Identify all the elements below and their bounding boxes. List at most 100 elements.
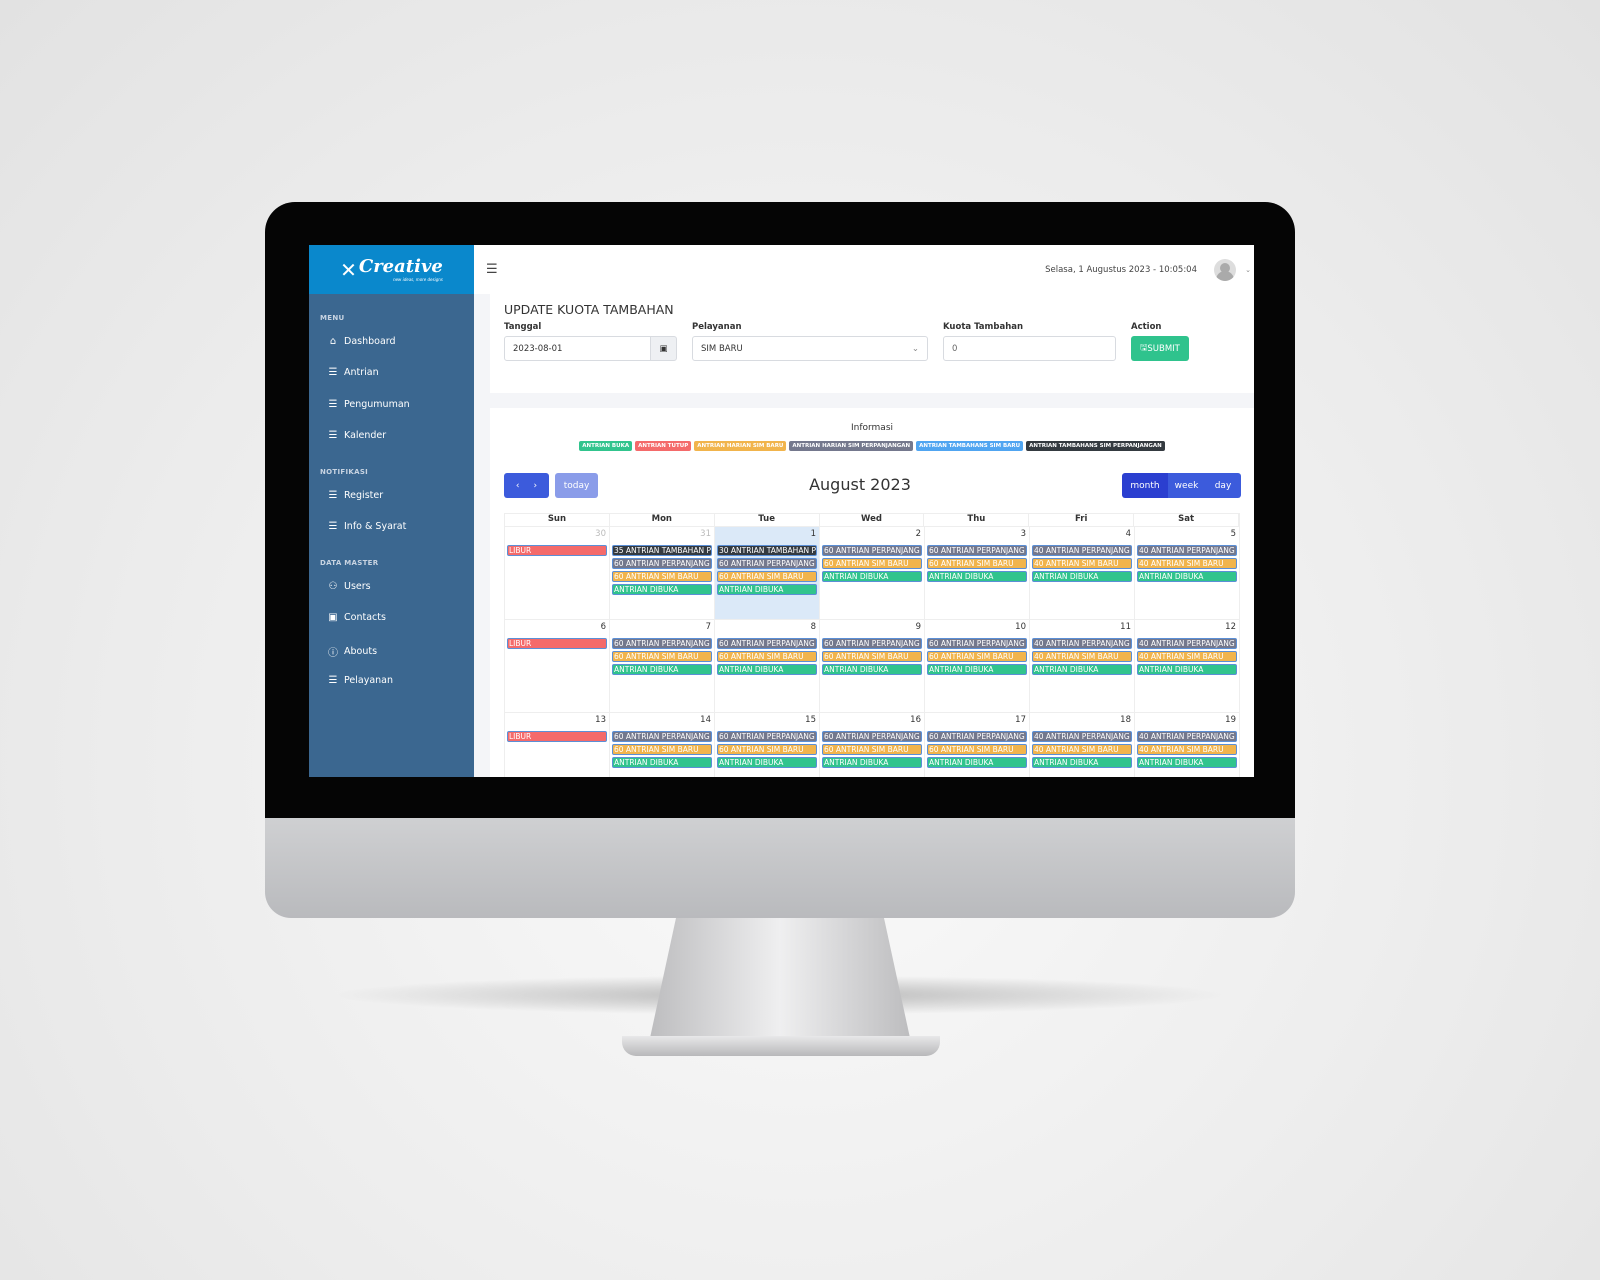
calendar-event[interactable]: ANTRIAN DIBUKA (1032, 664, 1132, 675)
calendar-event[interactable]: ANTRIAN DIBUKA (927, 664, 1027, 675)
day-cell[interactable]: 30 LIBUR (505, 527, 610, 620)
calendar-event[interactable]: 40 ANTRIAN SIM BARU (1137, 744, 1237, 755)
calendar-event[interactable]: 60 ANTRIAN SIM BARU (612, 571, 712, 582)
calendar-event[interactable]: 60 ANTRIAN SIM BARU (612, 651, 712, 662)
calendar-event[interactable]: 60 ANTRIAN PERPANJANG (927, 545, 1027, 556)
calendar-event[interactable]: 40 ANTRIAN SIM BARU (1032, 651, 1132, 662)
sidebar-item-kalender[interactable]: ☰ Kalender (323, 430, 387, 441)
today-button[interactable]: today (555, 473, 598, 498)
calendar-event[interactable]: ANTRIAN DIBUKA (1137, 757, 1237, 768)
calendar-event[interactable]: 60 ANTRIAN PERPANJANG (717, 638, 817, 649)
day-cell[interactable]: 11 40 ANTRIAN PERPANJANG 40 ANTRIAN SIM BA… (1030, 620, 1135, 713)
calendar-event[interactable]: 60 ANTRIAN SIM BARU (717, 744, 817, 755)
sidebar-item-antrian[interactable]: ☰ Antrian (323, 367, 379, 378)
day-cell[interactable]: 18 40 ANTRIAN PERPANJANG 40 ANTRIAN SIM BA… (1030, 713, 1135, 777)
day-number[interactable]: 11 (1120, 622, 1131, 632)
calendar-event[interactable]: ANTRIAN DIBUKA (1137, 571, 1237, 582)
calendar-event[interactable]: 60 ANTRIAN PERPANJANG (612, 558, 712, 569)
hamburger-icon[interactable]: ☰ (486, 262, 498, 277)
calendar-event[interactable]: ANTRIAN DIBUKA (1137, 664, 1237, 675)
brand-logo[interactable]: ✕ Creative new ideas, more designs (309, 245, 474, 294)
day-cell[interactable]: 8 60 ANTRIAN PERPANJANG 60 ANTRIAN SIM BAR… (715, 620, 820, 713)
day-number[interactable]: 6 (600, 622, 606, 632)
view-month-button[interactable]: month (1122, 473, 1168, 498)
calendar-event[interactable]: ANTRIAN DIBUKA (822, 757, 922, 768)
sidebar-item-info-syarat[interactable]: ☰ Info & Syarat (323, 521, 407, 532)
day-number[interactable]: 1 (810, 529, 816, 539)
calendar-event[interactable]: 60 ANTRIAN SIM BARU (822, 651, 922, 662)
day-cell[interactable]: 3 60 ANTRIAN PERPANJANG 60 ANTRIAN SIM BAR… (925, 527, 1030, 620)
calendar-event[interactable]: ANTRIAN DIBUKA (927, 571, 1027, 582)
sidebar-item-dashboard[interactable]: ⌂ Dashboard (323, 336, 396, 347)
calendar-event[interactable]: LIBUR (507, 638, 607, 649)
calendar-event[interactable]: 60 ANTRIAN PERPANJANG (927, 731, 1027, 742)
day-cell[interactable]: 4 40 ANTRIAN PERPANJANG 40 ANTRIAN SIM BAR… (1030, 527, 1135, 620)
next-button[interactable]: › (533, 480, 538, 491)
day-cell[interactable]: 31 35 ANTRIAN TAMBAHAN PERPANJANG 60 ANTRI… (610, 527, 715, 620)
day-cell[interactable]: 13 LIBUR (505, 713, 610, 777)
calendar-event[interactable]: 35 ANTRIAN TAMBAHAN PERPANJANG (612, 545, 712, 556)
calendar-event[interactable]: ANTRIAN DIBUKA (717, 757, 817, 768)
calendar-event[interactable]: 60 ANTRIAN PERPANJANG (822, 731, 922, 742)
calendar-event[interactable]: 60 ANTRIAN PERPANJANG (822, 638, 922, 649)
day-number[interactable]: 9 (915, 622, 921, 632)
day-number[interactable]: 18 (1120, 715, 1131, 725)
day-cell[interactable]: 6 LIBUR (505, 620, 610, 713)
view-week-button[interactable]: week (1168, 473, 1205, 498)
view-day-button[interactable]: day (1205, 473, 1241, 498)
calendar-event[interactable]: 40 ANTRIAN PERPANJANG (1137, 638, 1237, 649)
day-number[interactable]: 14 (700, 715, 711, 725)
calendar-event[interactable]: 30 ANTRIAN TAMBAHAN PERPANJANG (717, 545, 817, 556)
day-cell[interactable]: 2 60 ANTRIAN PERPANJANG 60 ANTRIAN SIM BAR… (820, 527, 925, 620)
day-number[interactable]: 8 (810, 622, 816, 632)
calendar-event[interactable]: 60 ANTRIAN PERPANJANG (822, 545, 922, 556)
calendar-event[interactable]: LIBUR (507, 731, 607, 742)
day-number[interactable]: 19 (1225, 715, 1236, 725)
sidebar-item-pengumuman[interactable]: ☰ Pengumuman (323, 399, 410, 410)
sidebar-item-abouts[interactable]: ⓘ Abouts (323, 644, 377, 659)
user-avatar-icon[interactable] (1214, 258, 1236, 281)
day-cell[interactable]: 9 60 ANTRIAN PERPANJANG 60 ANTRIAN SIM BAR… (820, 620, 925, 713)
calendar-event[interactable]: 40 ANTRIAN SIM BARU (1032, 744, 1132, 755)
calendar-event[interactable]: ANTRIAN DIBUKA (822, 664, 922, 675)
calendar-event[interactable]: 60 ANTRIAN PERPANJANG (612, 731, 712, 742)
calendar-event[interactable]: ANTRIAN DIBUKA (717, 584, 817, 595)
day-cell[interactable]: 17 60 ANTRIAN PERPANJANG 60 ANTRIAN SIM BA… (925, 713, 1030, 777)
prev-button[interactable]: ‹ (515, 480, 520, 491)
calendar-event[interactable]: ANTRIAN DIBUKA (612, 757, 712, 768)
calendar-event[interactable]: 40 ANTRIAN PERPANJANG (1137, 731, 1237, 742)
calendar-event[interactable]: 60 ANTRIAN PERPANJANG (612, 638, 712, 649)
calendar-event[interactable]: 40 ANTRIAN PERPANJANG (1032, 638, 1132, 649)
day-number[interactable]: 30 (595, 529, 606, 539)
calendar-event[interactable]: ANTRIAN DIBUKA (1032, 571, 1132, 582)
calendar-event[interactable]: 60 ANTRIAN SIM BARU (822, 744, 922, 755)
calendar-icon[interactable]: ▣ (650, 336, 677, 361)
kuota-input[interactable]: 0 (943, 336, 1116, 361)
calendar-event[interactable]: ANTRIAN DIBUKA (612, 584, 712, 595)
day-number[interactable]: 12 (1225, 622, 1236, 632)
day-cell[interactable]: 1 30 ANTRIAN TAMBAHAN PERPANJANG 60 ANTRIA… (715, 527, 820, 620)
day-cell[interactable]: 19 40 ANTRIAN PERPANJANG 40 ANTRIAN SIM BA… (1135, 713, 1240, 777)
calendar-event[interactable]: 40 ANTRIAN SIM BARU (1032, 558, 1132, 569)
day-cell[interactable]: 15 60 ANTRIAN PERPANJANG 60 ANTRIAN SIM BA… (715, 713, 820, 777)
calendar-event[interactable]: 60 ANTRIAN SIM BARU (822, 558, 922, 569)
day-number[interactable]: 31 (700, 529, 711, 539)
day-number[interactable]: 4 (1125, 529, 1131, 539)
calendar-event[interactable]: 60 ANTRIAN SIM BARU (927, 651, 1027, 662)
day-number[interactable]: 10 (1015, 622, 1026, 632)
calendar-event[interactable]: 60 ANTRIAN PERPANJANG (717, 731, 817, 742)
calendar-event[interactable]: ANTRIAN DIBUKA (927, 757, 1027, 768)
day-number[interactable]: 7 (705, 622, 711, 632)
sidebar-item-pelayanan[interactable]: ☰ Pelayanan (323, 675, 394, 686)
calendar-event[interactable]: ANTRIAN DIBUKA (612, 664, 712, 675)
sidebar-item-register[interactable]: ☰ Register (323, 490, 384, 501)
day-cell[interactable]: 14 60 ANTRIAN PERPANJANG 60 ANTRIAN SIM BA… (610, 713, 715, 777)
tanggal-input[interactable]: 2023-08-01 (504, 336, 651, 361)
chevron-down-icon[interactable]: ⌄ (1245, 265, 1251, 274)
calendar-event[interactable]: 40 ANTRIAN PERPANJANG (1137, 545, 1237, 556)
day-cell[interactable]: 5 40 ANTRIAN PERPANJANG 40 ANTRIAN SIM BAR… (1135, 527, 1240, 620)
sidebar-item-users[interactable]: ⚇ Users (323, 581, 371, 592)
day-number[interactable]: 2 (915, 529, 921, 539)
calendar-event[interactable]: ANTRIAN DIBUKA (1032, 757, 1132, 768)
calendar-event[interactable]: 60 ANTRIAN PERPANJANG (717, 558, 817, 569)
